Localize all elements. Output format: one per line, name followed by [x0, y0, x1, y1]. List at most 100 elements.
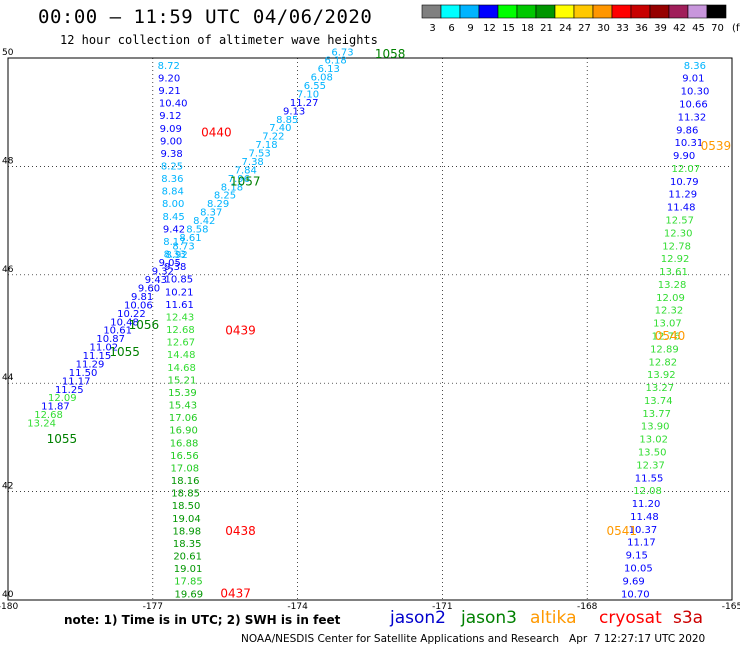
- pass-time-label: 0440: [201, 126, 232, 140]
- wave-height-label: 11.27: [290, 98, 319, 109]
- wave-height-label: 10.87: [96, 334, 125, 345]
- wave-height-label: 16.90: [169, 426, 198, 437]
- wave-height-label: 13.50: [638, 448, 667, 459]
- legend-swatch: [706, 4, 727, 19]
- wave-height-label: 7.53: [248, 149, 270, 160]
- legend-label: 21: [540, 23, 553, 34]
- legend-label: 70: [711, 23, 724, 34]
- wave-height-label: 10.31: [675, 138, 704, 149]
- wave-height-label: 9.90: [673, 151, 695, 162]
- x-tick-label: -177: [143, 602, 163, 610]
- wave-height-label: 12.43: [166, 312, 195, 323]
- wave-height-label: 9.12: [159, 111, 181, 122]
- wave-height-label: 19.69: [175, 589, 204, 600]
- wave-height-label: 10.05: [624, 564, 653, 575]
- wave-height-label: 15.39: [168, 388, 197, 399]
- wave-height-label: 12.82: [649, 357, 678, 368]
- wave-height-label: 7.96: [228, 174, 250, 185]
- pass-time-label: 0539: [701, 139, 732, 153]
- wave-height-label: 8.17: [163, 237, 185, 248]
- wave-height-label: 7.38: [242, 157, 264, 168]
- legend-label: 42: [673, 23, 686, 34]
- legend-label: 3: [429, 23, 435, 34]
- y-tick-label: 42: [2, 482, 13, 492]
- wave-height-label: 8.61: [179, 233, 201, 244]
- legend-label: 33: [616, 23, 629, 34]
- legend-label: 24: [559, 23, 572, 34]
- wave-height-label: 8.72: [158, 61, 180, 72]
- legend-label: 18: [521, 23, 534, 34]
- wave-height-label: 9.13: [283, 106, 305, 117]
- legend-units: (ft): [732, 23, 740, 34]
- wave-height-label: 11.48: [667, 203, 696, 214]
- wave-height-label: 7.10: [297, 89, 319, 100]
- pass-time-label: 0540: [655, 329, 686, 343]
- wave-height-label: 11.02: [90, 343, 119, 354]
- wave-height-label: 8.18: [221, 182, 243, 193]
- wave-height-label: 12.68: [34, 410, 63, 421]
- wave-height-label: 13.61: [659, 267, 688, 278]
- wave-height-label: 8.36: [684, 61, 706, 72]
- wave-height-label: 18.16: [171, 476, 200, 487]
- wave-height-label: 13.77: [642, 409, 671, 420]
- x-tick-label: -171: [432, 602, 452, 610]
- pass-time-label: 1055: [47, 432, 78, 446]
- wave-height-label: 12.37: [636, 460, 665, 471]
- x-tick-label: -168: [577, 602, 598, 610]
- wave-height-label: 7.18: [255, 140, 277, 151]
- wave-height-label: 8.92: [166, 250, 188, 261]
- wave-height-label: 9.05: [159, 258, 181, 269]
- pass-time-label: 1055: [109, 345, 140, 359]
- wave-height-plot: -180 -177 -174 -171 -168 -165 40 42 44 46 48 50 8.72…: [0, 47, 740, 610]
- wave-height-label: 12.78: [662, 241, 691, 252]
- legend-label: 12: [483, 23, 496, 34]
- wave-height-label: 10.70: [621, 589, 650, 600]
- wave-height-label: 19.01: [174, 564, 203, 575]
- wave-height-label: 12.67: [166, 338, 195, 349]
- wave-height-label: 13.92: [647, 370, 676, 381]
- wave-height-label: 8.37: [200, 208, 222, 219]
- wave-height-label: 10.37: [629, 525, 658, 536]
- legend-label: 6: [448, 23, 454, 34]
- wave-height-label: 10.85: [164, 275, 193, 286]
- wave-height-label: 6.55: [304, 81, 326, 92]
- wave-height-label: 12.30: [664, 228, 693, 239]
- wave-height-label: 14.48: [167, 350, 196, 361]
- wave-height-label: 8.85: [276, 115, 298, 126]
- x-tick-label: -180: [0, 602, 18, 610]
- x-tick-label: -165: [722, 602, 740, 610]
- wave-height-label: 8.36: [161, 174, 183, 185]
- wave-height-label: 9.21: [158, 86, 180, 97]
- satellite-altika: altika: [530, 608, 577, 628]
- pass-time-label: 0541: [607, 524, 638, 538]
- legend-label: 27: [578, 23, 591, 34]
- wave-height-label: 9.32: [152, 267, 174, 278]
- wave-height-label: 10.48: [110, 317, 139, 328]
- wave-height-label: 10.79: [670, 177, 699, 188]
- wave-height-label: 10.21: [165, 287, 194, 298]
- wave-height-label: 11.61: [165, 300, 194, 311]
- x-tick-label: -174: [287, 602, 308, 610]
- wave-height-label: 7.40: [269, 123, 291, 134]
- wave-height-label: 11.17: [62, 376, 91, 387]
- legend-label: 36: [635, 23, 648, 34]
- wave-height-label: 9.86: [676, 125, 698, 136]
- legend-label: 39: [654, 23, 667, 34]
- wave-height-label: 7.84: [235, 165, 257, 176]
- wave-height-label: 12.76: [652, 332, 681, 343]
- satellite-jason3: jason3: [461, 608, 517, 628]
- wave-height-label: 9.38: [160, 149, 182, 160]
- wave-height-label: 12.07: [671, 164, 700, 175]
- plot-frame: [7, 57, 733, 601]
- wave-height-label: 7.22: [262, 132, 284, 143]
- wave-height-label: 13.28: [658, 280, 687, 291]
- wave-height-label: 9.60: [138, 284, 160, 295]
- wave-height-label: 12.09: [48, 393, 77, 404]
- legend-label: 15: [502, 23, 515, 34]
- wave-height-label: 16.88: [170, 438, 199, 449]
- wave-height-label: 9.20: [158, 73, 180, 84]
- wave-height-label: 8.73: [172, 241, 194, 252]
- wave-height-label: 11.55: [635, 473, 664, 484]
- legend-label: 30: [597, 23, 610, 34]
